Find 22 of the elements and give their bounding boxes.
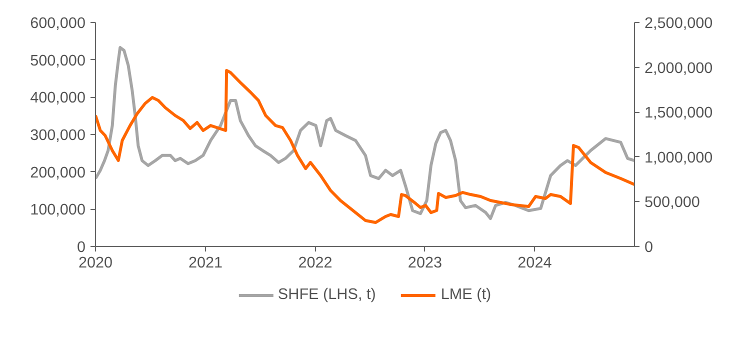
y2-tick-label: 2,500,000 <box>644 15 713 32</box>
y-tick-label: 100,000 <box>30 202 86 219</box>
y-tick-label: 0 <box>76 239 86 256</box>
y-tick-label: 600,000 <box>30 15 86 32</box>
y2-tick-label: 2,000,000 <box>644 60 713 77</box>
line-series <box>96 69 634 224</box>
y2-tick-label: 1,000,000 <box>644 149 713 166</box>
line-series <box>96 46 634 220</box>
y2-tick-label: 1,500,000 <box>644 104 713 122</box>
y2-tick-label: 0 <box>644 239 654 256</box>
x-tick-label: 2024 <box>518 254 552 272</box>
y-tick-label: 500,000 <box>30 52 86 70</box>
y-tick-label: 300,000 <box>30 127 86 144</box>
x-tick-label: 2023 <box>408 254 442 272</box>
x-tick-label: 2021 <box>188 254 223 272</box>
legend-label: LME (t) <box>440 286 492 304</box>
y-tick-label: 200,000 <box>30 164 86 182</box>
x-tick-label: 2022 <box>298 254 332 272</box>
legend-label: SHFE (LHS, t) <box>278 286 376 304</box>
y-tick-label: 400,000 <box>30 90 86 107</box>
y2-tick-label: 500,000 <box>644 194 700 212</box>
x-tick-label: 2020 <box>78 254 113 272</box>
